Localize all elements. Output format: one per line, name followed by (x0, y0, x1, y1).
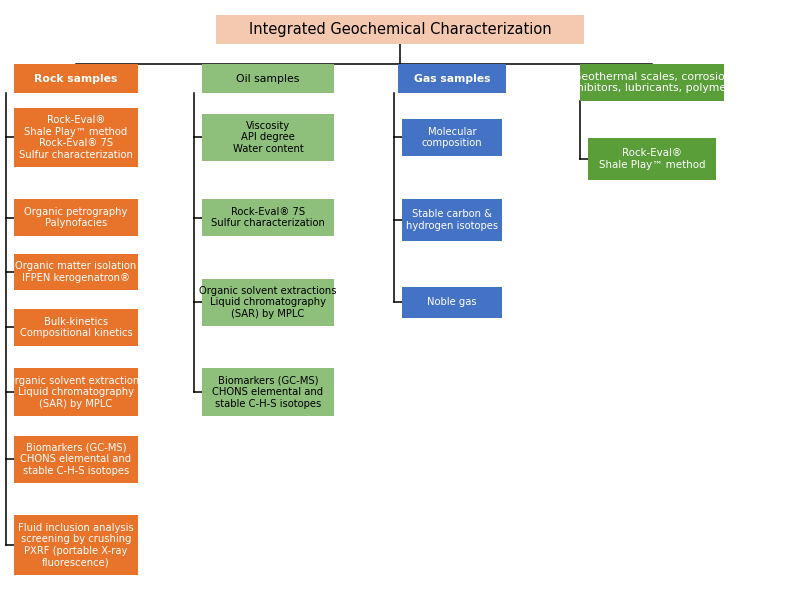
FancyBboxPatch shape (202, 368, 334, 416)
FancyBboxPatch shape (14, 108, 138, 167)
FancyBboxPatch shape (402, 119, 502, 156)
FancyBboxPatch shape (216, 15, 584, 44)
FancyBboxPatch shape (202, 279, 334, 326)
FancyBboxPatch shape (402, 287, 502, 318)
FancyBboxPatch shape (202, 114, 334, 161)
Text: Bulk-kinetics
Compositional kinetics: Bulk-kinetics Compositional kinetics (20, 316, 132, 338)
FancyBboxPatch shape (14, 254, 138, 290)
FancyBboxPatch shape (580, 64, 724, 101)
FancyBboxPatch shape (588, 138, 716, 180)
Text: Organic solvent extractions
Liquid chromatography
(SAR) by MPLC: Organic solvent extractions Liquid chrom… (7, 376, 145, 409)
Text: Viscosity
API degree
Water content: Viscosity API degree Water content (233, 121, 303, 154)
FancyBboxPatch shape (14, 199, 138, 236)
Text: Biomarkers (GC-MS)
CHONS elemental and
stable C-H-S isotopes: Biomarkers (GC-MS) CHONS elemental and s… (21, 443, 131, 476)
Text: Geothermal scales, corrosion
inhibitors, lubricants, polymers: Geothermal scales, corrosion inhibitors,… (567, 71, 737, 93)
Text: Organic solvent extractions
Liquid chromatography
(SAR) by MPLC: Organic solvent extractions Liquid chrom… (199, 286, 337, 319)
Text: Integrated Geochemical Characterization: Integrated Geochemical Characterization (249, 22, 551, 37)
Text: Rock-Eval® 7S
Sulfur characterization: Rock-Eval® 7S Sulfur characterization (211, 207, 325, 229)
Text: Stable carbon &
hydrogen isotopes: Stable carbon & hydrogen isotopes (406, 209, 498, 231)
FancyBboxPatch shape (14, 368, 138, 416)
FancyBboxPatch shape (202, 64, 334, 93)
Text: Fluid inclusion analysis
screening by crushing
PXRF (portable X-ray
fluorescence: Fluid inclusion analysis screening by cr… (18, 522, 134, 568)
Text: Organic petrography
Palynofacies: Organic petrography Palynofacies (24, 207, 128, 229)
FancyBboxPatch shape (14, 436, 138, 483)
Text: Organic matter isolation
IFPEN kerogenatron®: Organic matter isolation IFPEN kerogenat… (15, 261, 137, 283)
Text: Rock-Eval®
Shale Play™ method
Rock-Eval® 7S
Sulfur characterization: Rock-Eval® Shale Play™ method Rock-Eval®… (19, 115, 133, 160)
FancyBboxPatch shape (202, 199, 334, 236)
Text: Oil samples: Oil samples (236, 74, 300, 84)
Text: Noble gas: Noble gas (427, 298, 477, 307)
FancyBboxPatch shape (14, 309, 138, 346)
Text: Gas samples: Gas samples (414, 74, 490, 84)
Text: Rock-Eval®
Shale Play™ method: Rock-Eval® Shale Play™ method (598, 148, 706, 170)
Text: Molecular
composition: Molecular composition (422, 126, 482, 148)
Text: Rock samples: Rock samples (34, 74, 118, 84)
Text: Biomarkers (GC-MS)
CHONS elemental and
stable C-H-S isotopes: Biomarkers (GC-MS) CHONS elemental and s… (213, 376, 323, 409)
FancyBboxPatch shape (14, 515, 138, 575)
FancyBboxPatch shape (14, 64, 138, 93)
FancyBboxPatch shape (398, 64, 506, 93)
FancyBboxPatch shape (402, 199, 502, 241)
